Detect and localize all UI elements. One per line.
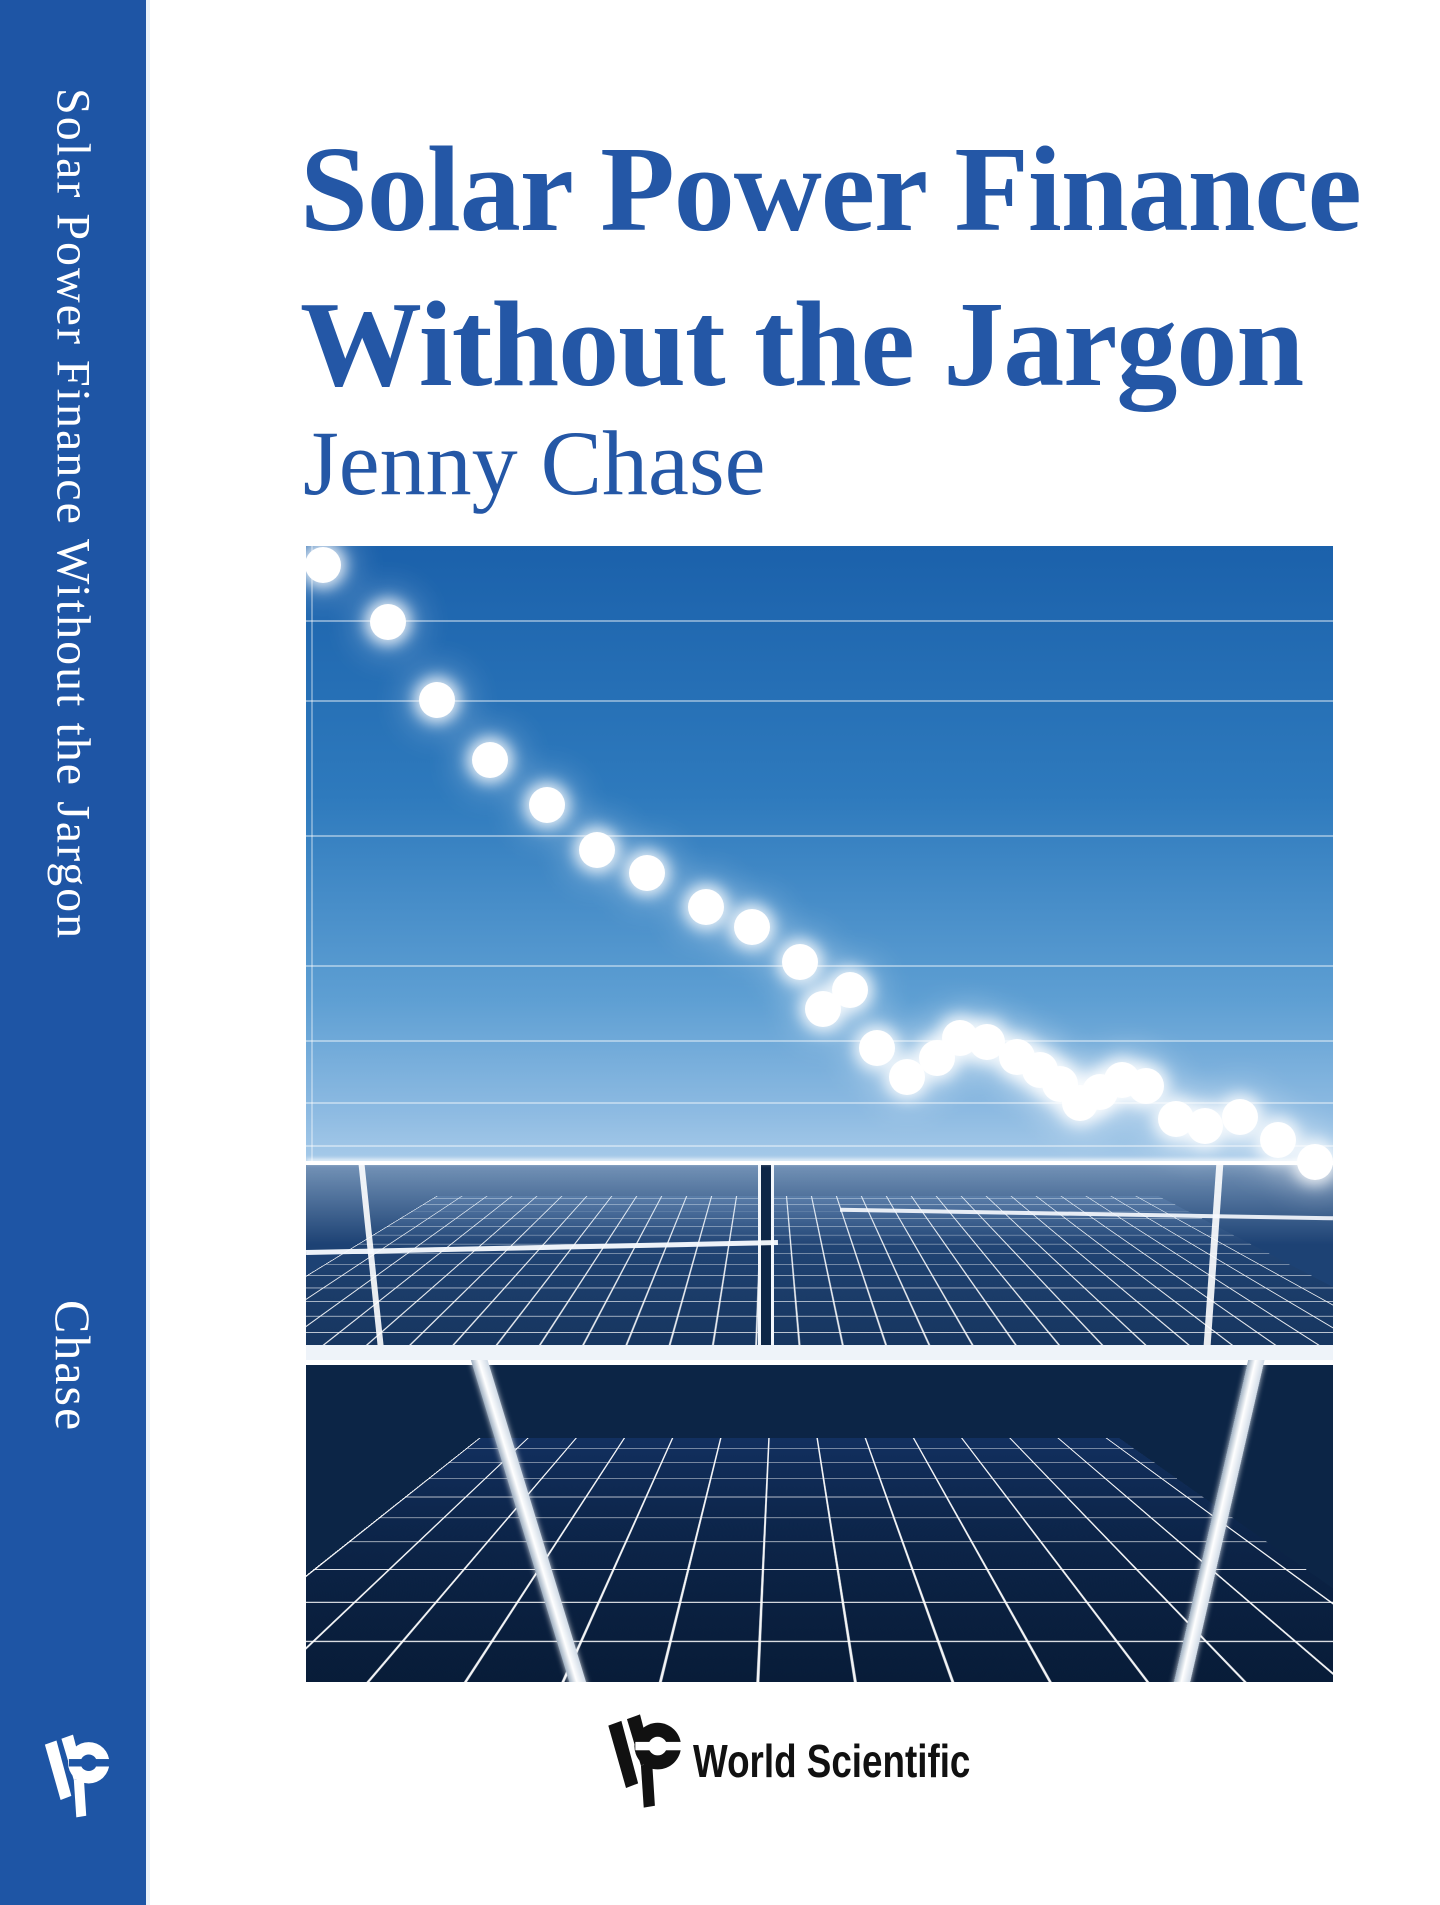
world-scientific-colophon-icon — [44, 1734, 111, 1818]
world-scientific-colophon-icon — [608, 1714, 682, 1808]
price-curve-dot — [419, 682, 456, 719]
price-curve-dot — [1296, 1143, 1333, 1180]
price-curve-dot — [370, 604, 407, 641]
price-curve-dot — [628, 855, 665, 892]
panel-row-far — [306, 1163, 1333, 1345]
price-curve-dot — [733, 908, 770, 945]
panel-row-gap — [306, 1345, 1333, 1360]
price-curve-dot — [1259, 1122, 1296, 1159]
publisher-name: World Scientific — [693, 1735, 971, 1787]
price-curve-overlay — [306, 546, 1333, 1682]
chart-axis-line — [311, 546, 313, 1163]
book-title: Solar Power Finance Without the Jargon — [300, 112, 1362, 422]
solar-panel-field — [306, 1161, 1333, 1682]
spine-title: Solar Power Finance Without the Jargon — [46, 88, 100, 941]
panel-seam — [757, 1163, 774, 1345]
title-line-2: Without the Jargon — [300, 276, 1304, 412]
price-curve-dot — [1221, 1099, 1258, 1136]
author-name: Jenny Chase — [303, 412, 766, 514]
chart-gridline — [306, 1144, 1333, 1147]
chart-gridline — [306, 834, 1333, 837]
price-curve-dot — [306, 547, 342, 584]
price-curve-dot — [1186, 1108, 1223, 1145]
publisher-block: World Scientific — [306, 1703, 1333, 1819]
panel-horizon-edge — [306, 1161, 1333, 1165]
price-curve-dot — [529, 787, 566, 823]
chart-gridline — [306, 1101, 1333, 1104]
price-curve-dot — [471, 741, 508, 778]
book-spine: Solar Power Finance Without the Jargon C… — [0, 0, 150, 1905]
cover-photo — [306, 546, 1333, 1682]
price-curve-dot — [859, 1030, 895, 1067]
spine-author: Chase — [45, 1300, 101, 1433]
price-curve-dot — [687, 889, 724, 926]
price-curve-dot — [832, 972, 869, 1009]
chart-gridline — [306, 1040, 1333, 1043]
price-curve-dot — [781, 943, 818, 980]
panel-row-near — [306, 1360, 1333, 1682]
price-curve-dot — [578, 832, 615, 869]
chart-gridline — [306, 965, 1333, 968]
chart-gridline — [306, 619, 1333, 622]
price-curve-dot — [1128, 1067, 1165, 1104]
chart-gridline — [306, 700, 1333, 703]
title-line-1: Solar Power Finance — [300, 121, 1362, 257]
panel-frame-edge — [306, 1360, 1333, 1365]
